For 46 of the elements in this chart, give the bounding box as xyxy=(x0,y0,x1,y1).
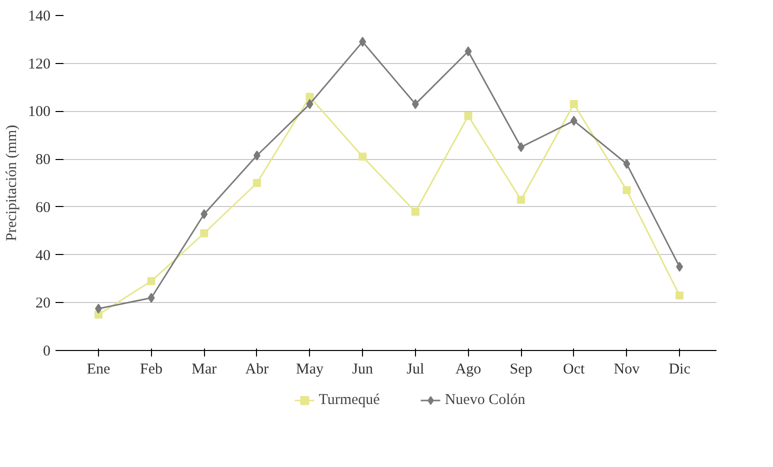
x-tick-label: Nov xyxy=(614,362,640,378)
point xyxy=(623,158,630,169)
x-tick-label: Ene xyxy=(86,362,110,378)
point xyxy=(676,262,684,272)
point xyxy=(200,229,208,238)
point xyxy=(411,208,420,216)
legend-label: Turmequé xyxy=(318,392,380,408)
point xyxy=(518,142,525,152)
point xyxy=(358,152,367,161)
point xyxy=(253,150,260,160)
y-tick-label: 100 xyxy=(28,104,50,120)
y-tick-label: 60 xyxy=(36,200,50,216)
x-tick-label: Jun xyxy=(352,362,374,378)
point xyxy=(570,100,578,108)
point xyxy=(412,99,419,110)
point xyxy=(517,196,526,204)
legend-label: Nuevo Colón xyxy=(444,392,526,408)
point xyxy=(676,291,684,300)
x-tick-label: Mar xyxy=(192,362,217,378)
point xyxy=(147,277,156,286)
point xyxy=(464,112,472,120)
point xyxy=(570,116,578,126)
y-axis-title: Precipitación (mm) xyxy=(4,124,20,242)
x-tick-label: Dic xyxy=(668,362,691,378)
x-tick-label: Abr xyxy=(245,362,269,378)
point xyxy=(306,92,314,101)
y-tick-label: 40 xyxy=(36,248,50,264)
point xyxy=(94,304,102,314)
x-tick-label: Ago xyxy=(455,362,482,378)
point xyxy=(252,179,261,187)
point xyxy=(622,186,631,194)
x-tick-label: Jul xyxy=(406,362,424,378)
x-tick-label: Sep xyxy=(510,362,532,378)
point xyxy=(148,292,155,303)
x-tick-label: Oct xyxy=(563,362,586,378)
point xyxy=(200,209,208,220)
y-tick-label: 120 xyxy=(28,56,50,72)
x-tick-label: May xyxy=(296,362,324,378)
y-tick-label: 0 xyxy=(43,344,50,360)
point xyxy=(359,36,366,47)
y-tick-label: 20 xyxy=(36,296,50,312)
y-tick-label: 140 xyxy=(28,8,50,24)
y-tick-label: 80 xyxy=(36,152,50,168)
x-tick-label: Feb xyxy=(140,362,163,378)
point xyxy=(464,46,472,56)
point xyxy=(306,99,314,110)
